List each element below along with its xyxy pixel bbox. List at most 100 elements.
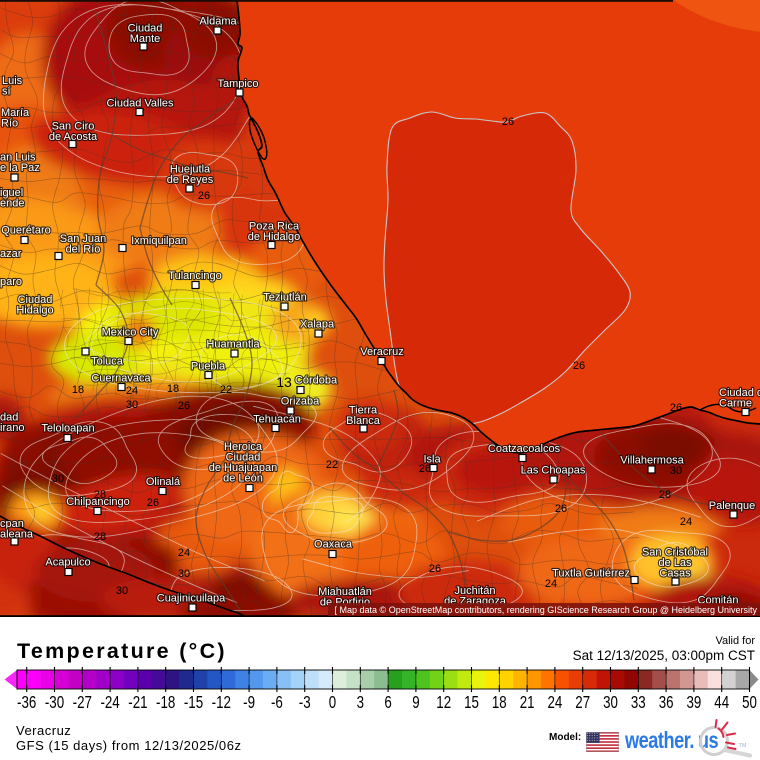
svg-text:azar: azar xyxy=(0,248,22,260)
svg-text:Ciudad: Ciudad xyxy=(18,294,53,306)
svg-text:-6: -6 xyxy=(271,692,283,712)
svg-text:San Ciro: San Ciro xyxy=(52,121,95,133)
svg-text:33: 33 xyxy=(631,692,646,712)
svg-text:Toluca: Toluca xyxy=(91,356,124,368)
svg-text:30: 30 xyxy=(670,465,682,477)
svg-text:30: 30 xyxy=(603,692,618,712)
svg-text:-27: -27 xyxy=(73,692,92,712)
svg-text:de Acosta: de Acosta xyxy=(49,131,98,143)
svg-text:paro: paro xyxy=(0,276,22,288)
svg-text:24: 24 xyxy=(548,692,563,712)
svg-text:Hidalgo: Hidalgo xyxy=(16,305,53,317)
svg-text:Heroica: Heroica xyxy=(224,441,263,453)
svg-text:6: 6 xyxy=(384,692,391,712)
svg-text:26: 26 xyxy=(419,463,431,475)
svg-text:28: 28 xyxy=(94,531,106,543)
svg-text:-9: -9 xyxy=(243,692,255,712)
svg-text:María: María xyxy=(1,107,30,119)
svg-text:18: 18 xyxy=(492,692,507,712)
svg-text:San Juan: San Juan xyxy=(60,233,106,245)
svg-text:Palenque: Palenque xyxy=(709,500,756,512)
svg-text:Tierra: Tierra xyxy=(349,405,378,417)
svg-text:Oaxaca: Oaxaca xyxy=(314,539,353,551)
svg-text:de Huajuapan: de Huajuapan xyxy=(209,462,278,474)
svg-text:-15: -15 xyxy=(184,692,203,712)
svg-text:Tuxtla Gutiérrez: Tuxtla Gutiérrez xyxy=(552,568,630,580)
svg-text:cpan: cpan xyxy=(0,518,24,530)
svg-text:30: 30 xyxy=(116,585,128,597)
svg-text:de Reyes: de Reyes xyxy=(167,174,214,186)
svg-text:Ciudad: Ciudad xyxy=(128,23,163,35)
svg-text:Tulancingo: Tulancingo xyxy=(168,270,221,282)
svg-text:irano: irano xyxy=(0,422,24,434)
svg-text:-24: -24 xyxy=(100,692,120,712)
svg-text:Chilpancingo: Chilpancingo xyxy=(66,496,130,508)
svg-text:Juchitán: Juchitán xyxy=(455,585,496,597)
svg-text:39: 39 xyxy=(687,692,702,712)
svg-text:Mante: Mante xyxy=(130,33,161,45)
svg-text:50: 50 xyxy=(742,692,757,712)
svg-text:-12: -12 xyxy=(212,692,231,712)
svg-text:30: 30 xyxy=(126,399,138,411)
svg-text:26: 26 xyxy=(555,503,567,515)
svg-text:30: 30 xyxy=(52,473,64,485)
svg-text:Tehuacán: Tehuacán xyxy=(253,414,301,426)
svg-text:Ciudad d: Ciudad d xyxy=(719,387,760,399)
svg-text:26: 26 xyxy=(573,360,585,372)
svg-text:18: 18 xyxy=(167,383,179,395)
svg-text:24: 24 xyxy=(178,547,190,559)
svg-text:Coatzacoalcos: Coatzacoalcos xyxy=(488,443,561,455)
svg-text:de León: de León xyxy=(223,473,263,485)
svg-text:Isla: Isla xyxy=(423,454,441,466)
svg-text:Teloloapan: Teloloapan xyxy=(41,423,94,435)
svg-text:-18: -18 xyxy=(156,692,175,712)
svg-text:Olinalá: Olinalá xyxy=(146,476,181,488)
svg-text:Villahermosa: Villahermosa xyxy=(620,455,684,467)
svg-text:21: 21 xyxy=(520,692,535,712)
svg-text:26: 26 xyxy=(502,116,514,128)
svg-text:dad: dad xyxy=(0,412,18,424)
svg-text:sí: sí xyxy=(2,86,11,98)
svg-text:-3: -3 xyxy=(299,692,311,712)
svg-text:13: 13 xyxy=(276,374,292,390)
svg-text:Xalapa: Xalapa xyxy=(300,319,335,331)
svg-text:36: 36 xyxy=(659,692,674,712)
svg-text:Teziutlán: Teziutlán xyxy=(263,292,306,304)
svg-text:26: 26 xyxy=(198,190,210,202)
svg-text:Ixmiquilpan: Ixmiquilpan xyxy=(131,235,187,247)
svg-text:TM: TM xyxy=(739,743,747,749)
svg-text:e la Paz: e la Paz xyxy=(0,162,40,174)
svg-text:3: 3 xyxy=(357,692,364,712)
svg-text:Acapulco: Acapulco xyxy=(45,557,90,569)
svg-text:Orizaba: Orizaba xyxy=(281,396,320,408)
svg-text:Aldama: Aldama xyxy=(199,16,237,28)
svg-text:30: 30 xyxy=(178,568,190,580)
svg-text:15: 15 xyxy=(464,692,479,712)
svg-text:Huamantla: Huamantla xyxy=(206,339,260,351)
svg-text:Huejutla: Huejutla xyxy=(170,164,211,176)
svg-text:26: 26 xyxy=(429,563,441,575)
svg-text:Luis: Luis xyxy=(2,75,23,87)
svg-text:an Luis: an Luis xyxy=(0,152,36,164)
svg-text:Ciudad: Ciudad xyxy=(226,452,261,464)
svg-text:26: 26 xyxy=(670,402,682,414)
svg-text:-36: -36 xyxy=(17,692,36,712)
svg-text:Las Choapas: Las Choapas xyxy=(521,465,586,477)
svg-text:28: 28 xyxy=(94,489,106,501)
svg-text:Río: Río xyxy=(1,118,18,130)
svg-text:22: 22 xyxy=(326,459,338,471)
svg-text:Blanca: Blanca xyxy=(346,415,381,427)
svg-text:de Las: de Las xyxy=(658,557,692,569)
svg-text:ende: ende xyxy=(0,198,24,210)
svg-text:12: 12 xyxy=(436,692,451,712)
svg-text:Miahuatlán: Miahuatlán xyxy=(318,586,372,598)
svg-text:Puebla: Puebla xyxy=(191,361,226,373)
svg-text:del Río: del Río xyxy=(66,244,101,256)
svg-text:9: 9 xyxy=(412,692,419,712)
svg-text:44: 44 xyxy=(714,692,729,712)
svg-text:24: 24 xyxy=(545,578,557,590)
svg-text:0: 0 xyxy=(329,692,337,712)
svg-text:Casas: Casas xyxy=(659,568,691,580)
svg-text:Carme: Carme xyxy=(719,398,752,410)
svg-text:27: 27 xyxy=(575,692,590,712)
